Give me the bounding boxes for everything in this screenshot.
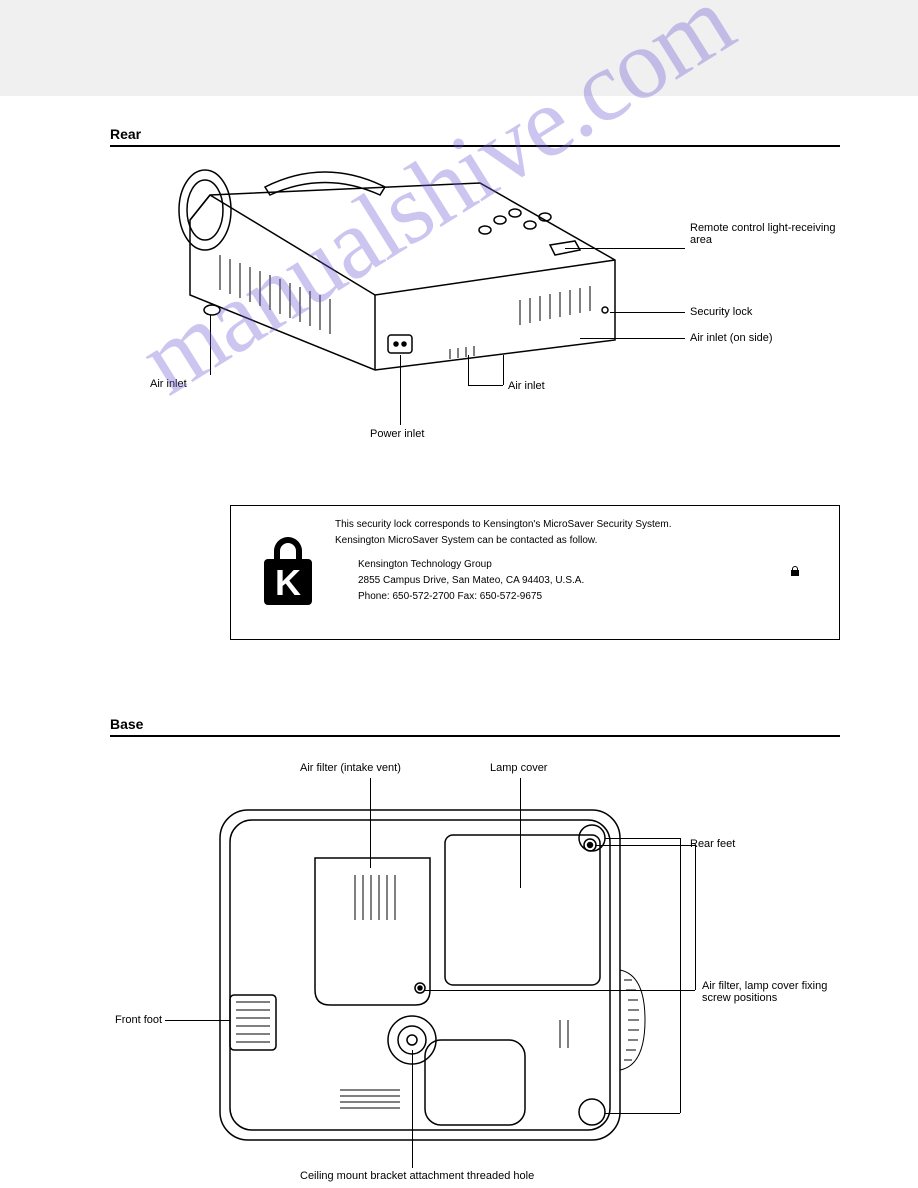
note-line2: Kensington MicroSaver System can be cont… xyxy=(335,534,825,547)
leader-air-inlet-b3 xyxy=(503,355,504,385)
note-line3: Kensington Technology Group xyxy=(358,558,828,571)
leader-power-inlet xyxy=(400,355,401,425)
label-security-lock: Security lock xyxy=(690,306,752,318)
leader-rear-feet-top xyxy=(605,838,680,839)
section-rule-rear xyxy=(110,145,840,147)
label-air-inlet-side: Air inlet (on side) xyxy=(690,332,773,344)
label-ceiling-mount: Ceiling mount bracket attachment threade… xyxy=(300,1170,560,1182)
leader-ceiling-mount xyxy=(412,1050,413,1168)
leader-air-inlet-side xyxy=(580,338,685,339)
section-title-base: Base xyxy=(110,716,143,732)
leader-lamp-cover xyxy=(520,778,521,888)
label-front-foot: Front foot xyxy=(115,1014,162,1026)
leader-air-filter xyxy=(370,778,371,868)
label-air-inlet-b: Air inlet xyxy=(508,380,545,392)
mini-lock-icon xyxy=(790,565,800,577)
projector-rear-illustration xyxy=(150,165,670,445)
note-line4: 2855 Campus Drive, San Mateo, CA 94403, … xyxy=(358,574,828,587)
leader-screws-h2 xyxy=(425,990,695,991)
label-remote-receiver: Remote control light-receiving area xyxy=(690,222,850,246)
leader-front-foot xyxy=(165,1020,230,1021)
leader-rear-feet-bot xyxy=(605,1113,680,1114)
label-lamp-cover: Lamp cover xyxy=(490,762,547,774)
leader-screws-h1 xyxy=(595,845,695,846)
projector-base-illustration xyxy=(200,790,660,1180)
leader-remote-receiver xyxy=(565,248,685,249)
label-rear-feet: Rear feet xyxy=(690,838,735,850)
header-band xyxy=(0,0,918,96)
label-fixing-screws: Air filter, lamp cover fixing screw posi… xyxy=(702,980,852,1004)
manual-page: Rear xyxy=(0,0,918,1188)
leader-air-inlet-b1 xyxy=(468,355,469,385)
label-air-inlet-bl: Air inlet xyxy=(150,378,187,390)
leader-security-lock xyxy=(610,312,685,313)
label-power-inlet: Power inlet xyxy=(370,428,424,440)
note-line5: Phone: 650-572-2700 Fax: 650-572-9675 xyxy=(358,590,828,603)
leader-screws-v xyxy=(695,845,696,990)
svg-text:K: K xyxy=(275,562,301,603)
section-title-rear: Rear xyxy=(110,126,141,142)
leader-air-inlet-b2 xyxy=(468,385,503,386)
kensington-lock-icon: K xyxy=(258,533,318,611)
leader-rear-feet-v xyxy=(680,838,681,1113)
note-line1: This security lock corresponds to Kensin… xyxy=(335,518,825,531)
leader-air-inlet-bl xyxy=(210,315,211,375)
label-air-filter: Air filter (intake vent) xyxy=(300,762,401,774)
section-rule-base xyxy=(110,735,840,737)
